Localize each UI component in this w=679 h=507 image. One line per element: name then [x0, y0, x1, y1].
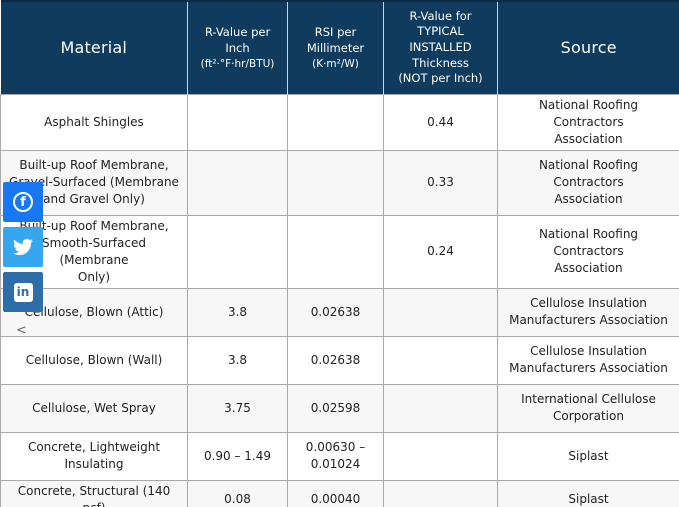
- col-header-material-label: Material: [60, 38, 128, 58]
- source-cell: Cellulose Insulation Manufacturers Assoc…: [497, 335, 679, 385]
- r-per-inch-cell: 3.8: [187, 335, 288, 385]
- table-row: Cellulose, Wet Spray 3.75 0.02598 Intern…: [0, 383, 679, 433]
- r-per-inch-cell: 0.08: [187, 479, 288, 507]
- rsi-cell: 0.02638: [287, 287, 384, 337]
- source-cell: Cellulose Insulation Manufacturers Assoc…: [497, 287, 679, 337]
- col-header-r-per-inch-label: R-Value per Inch: [204, 25, 271, 55]
- col-header-r-per-inch: R-Value per Inch (ft²·°F·hr/BTU): [187, 0, 288, 94]
- source-cell: National Roofing Contractors Association: [497, 214, 679, 289]
- r-per-inch-cell: 3.75: [187, 383, 288, 433]
- r-installed-cell: 0.33: [383, 149, 498, 216]
- source-cell: Siplast: [497, 479, 679, 507]
- source-cell: International Cellulose Corporation: [497, 383, 679, 433]
- rsi-cell: 0.00630 – 0.01024: [287, 431, 384, 481]
- source-cell: Siplast: [497, 431, 679, 481]
- col-header-rsi-label: RSI per Millimeter: [306, 25, 365, 55]
- col-header-r-per-inch-units: (ft²·°F·hr/BTU): [200, 58, 275, 71]
- table-row: Concrete, Lightweight Insulating 0.90 – …: [0, 431, 679, 481]
- r-per-inch-cell: 3.8: [187, 287, 288, 337]
- col-header-rsi: RSI per Millimeter (K·m²/W): [287, 0, 384, 94]
- material-cell: Cellulose, Wet Spray: [0, 383, 188, 433]
- material-cell: Concrete, Lightweight Insulating: [0, 431, 188, 481]
- linkedin-share-button[interactable]: in: [3, 272, 43, 312]
- share-bar: f in: [3, 182, 43, 317]
- linkedin-icon: in: [13, 282, 33, 302]
- col-header-rsi-units: (K·m²/W): [312, 58, 359, 71]
- facebook-icon: f: [13, 192, 33, 212]
- col-header-source-label: Source: [560, 38, 617, 58]
- material-cell: Asphalt Shingles: [0, 93, 188, 151]
- r-installed-cell: 0.24: [383, 214, 498, 289]
- r-installed-cell: [383, 431, 498, 481]
- table-row: Built-up Roof Membrane, Gravel-Surfaced …: [0, 149, 679, 216]
- material-cell: Cellulose, Blown (Wall): [0, 335, 188, 385]
- twitter-share-button[interactable]: [3, 227, 43, 267]
- rsi-cell: 0.02598: [287, 383, 384, 433]
- table-row: Concrete, Structural (140 pcf) 0.08 0.00…: [0, 479, 679, 507]
- r-per-inch-cell: [187, 93, 288, 151]
- col-header-r-installed: R-Value for TYPICAL INSTALLED Thickness …: [383, 0, 498, 94]
- r-per-inch-cell: [187, 214, 288, 289]
- rsi-cell: 0.02638: [287, 335, 384, 385]
- rsi-cell: [287, 93, 384, 151]
- twitter-icon: [13, 238, 33, 256]
- r-installed-cell: [383, 287, 498, 337]
- col-header-r-installed-label: R-Value for TYPICAL INSTALLED Thickness …: [398, 8, 483, 86]
- table-body: Asphalt Shingles 0.44 National Roofing C…: [0, 93, 679, 507]
- r-per-inch-cell: 0.90 – 1.49: [187, 431, 288, 481]
- material-cell: Concrete, Structural (140 pcf): [0, 479, 188, 507]
- r-installed-cell: [383, 335, 498, 385]
- rsi-cell: [287, 214, 384, 289]
- r-per-inch-cell: [187, 149, 288, 216]
- table-row: Cellulose, Blown (Wall) 3.8 0.02638 Cell…: [0, 335, 679, 385]
- share-bar-collapse-chevron[interactable]: <: [16, 323, 27, 338]
- table-row: Cellulose, Blown (Attic) 3.8 0.02638 Cel…: [0, 287, 679, 337]
- source-cell: National Roofing Contractors Association: [497, 93, 679, 151]
- table-row: Built-up Roof Membrane, Smooth-Surfaced …: [0, 214, 679, 289]
- col-header-material: Material: [0, 0, 188, 94]
- material-cell: Cellulose, Blown (Attic): [0, 287, 188, 337]
- r-installed-cell: [383, 383, 498, 433]
- rsi-cell: [287, 149, 384, 216]
- table-header: Material R-Value per Inch (ft²·°F·hr/BTU…: [0, 0, 679, 94]
- table-row: Asphalt Shingles 0.44 National Roofing C…: [0, 93, 679, 151]
- source-cell: National Roofing Contractors Association: [497, 149, 679, 216]
- col-header-source: Source: [497, 0, 679, 94]
- facebook-share-button[interactable]: f: [3, 182, 43, 222]
- r-installed-cell: 0.44: [383, 93, 498, 151]
- r-installed-cell: [383, 479, 498, 507]
- rsi-cell: 0.00040: [287, 479, 384, 507]
